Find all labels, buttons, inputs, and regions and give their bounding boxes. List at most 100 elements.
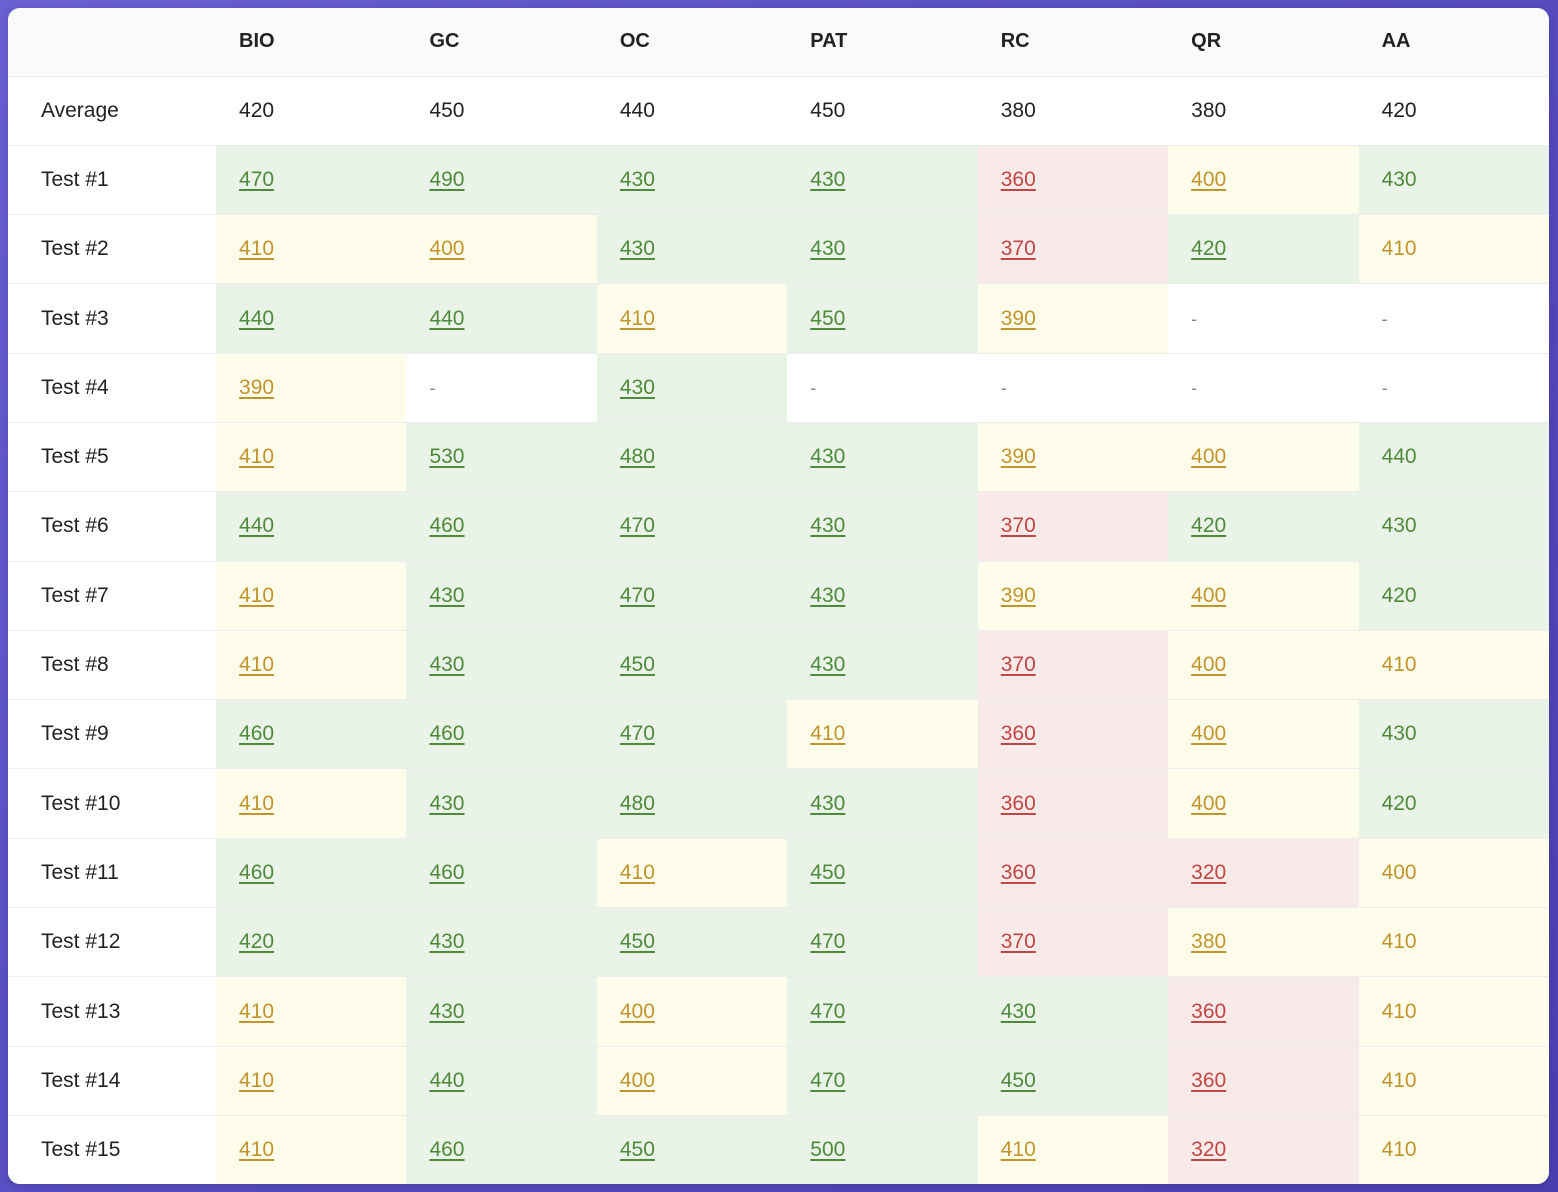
score-link[interactable]: 410 [810,722,846,746]
score-cell: 420 [1168,214,1359,285]
score-link[interactable]: 470 [239,167,275,191]
score-link[interactable]: 400 [1191,583,1227,607]
score-cell: 420 [216,907,407,978]
score-link[interactable]: 390 [1000,306,1036,330]
score-link[interactable]: 430 [1000,999,1036,1023]
score-link[interactable]: 450 [619,653,655,677]
score-link[interactable]: 430 [810,514,846,538]
score-link[interactable]: 400 [1191,653,1227,677]
score-link[interactable]: 360 [1191,1068,1227,1092]
score-link[interactable]: 360 [1000,167,1036,191]
row-label: Test #12 [8,907,217,978]
score-link[interactable]: 430 [810,583,846,607]
score-link[interactable]: 440 [239,306,275,330]
score-link[interactable]: 430 [810,653,846,677]
score-value: 410 [1381,1068,1417,1092]
score-link[interactable]: 420 [1191,237,1227,261]
score-link[interactable]: 470 [619,583,655,607]
score-link[interactable]: 400 [619,1068,655,1092]
score-link[interactable]: 420 [1191,514,1227,538]
score-link[interactable]: 470 [810,999,846,1023]
score-link[interactable]: 410 [239,583,275,607]
score-link[interactable]: 400 [1191,722,1227,746]
score-link[interactable]: 470 [619,514,655,538]
score-link[interactable]: 460 [429,860,465,884]
score-link[interactable]: 430 [429,999,465,1023]
score-link[interactable]: 430 [810,445,846,469]
score-link[interactable]: 430 [429,930,465,954]
score-link[interactable]: 410 [1000,1138,1036,1162]
score-link[interactable]: 420 [239,930,275,954]
score-link[interactable]: 470 [619,722,655,746]
score-link[interactable]: 410 [619,860,655,884]
score-link[interactable]: 400 [1191,445,1227,469]
score-link[interactable]: 400 [619,999,655,1023]
score-link[interactable]: 370 [1000,237,1036,261]
score-link[interactable]: 430 [619,167,655,191]
score-link[interactable]: 430 [429,583,465,607]
score-cell: 460 [406,838,597,909]
score-link[interactable]: 390 [1000,445,1036,469]
score-link[interactable]: 390 [239,375,275,399]
score-link[interactable]: 460 [429,1138,465,1162]
score-cell: 320 [1168,838,1359,909]
score-link[interactable]: 490 [429,167,465,191]
column-header: AA [1358,8,1549,77]
score-link[interactable]: 480 [619,791,655,815]
score-link[interactable]: 530 [429,445,465,469]
score-link[interactable]: 430 [810,791,846,815]
score-link[interactable]: 410 [239,999,275,1023]
score-link[interactable]: 430 [429,791,465,815]
row-label: Test #13 [8,976,217,1047]
score-link[interactable]: 410 [239,445,275,469]
score-link[interactable]: 430 [429,653,465,677]
score-cell: 430 [406,630,597,701]
score-link[interactable]: 450 [619,930,655,954]
score-link[interactable]: 450 [810,860,846,884]
score-link[interactable]: 360 [1000,722,1036,746]
score-link[interactable]: 370 [1000,930,1036,954]
score-link[interactable]: 450 [1000,1068,1036,1092]
score-link[interactable]: 480 [619,445,655,469]
score-link[interactable]: 400 [429,237,465,261]
score-link[interactable]: 370 [1000,653,1036,677]
score-link[interactable]: 430 [810,167,846,191]
score-link[interactable]: 360 [1000,860,1036,884]
score-link[interactable]: 440 [429,1068,465,1092]
score-link[interactable]: 320 [1191,860,1227,884]
score-link[interactable]: 400 [1191,791,1227,815]
score-link[interactable]: 430 [619,237,655,261]
table-row: Test #7 410 430 470 430 390 400 420 [8,561,1549,631]
score-cell: 420 [1358,561,1549,631]
score-link[interactable]: 360 [1000,791,1036,815]
score-link[interactable]: 380 [1191,930,1227,954]
scores-table: BIO GC OC PAT RC QR AA Average 420 450 4… [8,8,1549,1184]
score-link[interactable]: 460 [429,722,465,746]
score-link[interactable]: 410 [239,237,275,261]
score-link[interactable]: 460 [239,860,275,884]
score-link[interactable]: 410 [619,306,655,330]
score-link[interactable]: 360 [1191,999,1227,1023]
score-link[interactable]: 450 [619,1138,655,1162]
score-cell: 470 [787,976,978,1047]
score-link[interactable]: 440 [239,514,275,538]
score-link[interactable]: 460 [429,514,465,538]
score-link[interactable]: 450 [810,306,846,330]
score-link[interactable]: 320 [1191,1138,1227,1162]
score-link[interactable]: 400 [1191,167,1227,191]
score-link[interactable]: 440 [429,306,465,330]
score-link[interactable]: 410 [239,653,275,677]
score-link[interactable]: 430 [619,375,655,399]
score-cell: 410 [596,283,788,354]
score-link[interactable]: 460 [239,722,275,746]
score-link[interactable]: 500 [810,1138,846,1162]
score-link[interactable]: 470 [810,930,846,954]
score-link[interactable]: 410 [239,1138,275,1162]
score-link[interactable]: 410 [239,1068,275,1092]
score-link[interactable]: 390 [1000,583,1036,607]
score-link[interactable]: 410 [239,791,275,815]
score-link[interactable]: 430 [810,237,846,261]
score-link[interactable]: 470 [810,1068,846,1092]
score-link[interactable]: 370 [1000,514,1036,538]
table-row: Test #4 390 - 430 - - - - [8,353,1549,423]
